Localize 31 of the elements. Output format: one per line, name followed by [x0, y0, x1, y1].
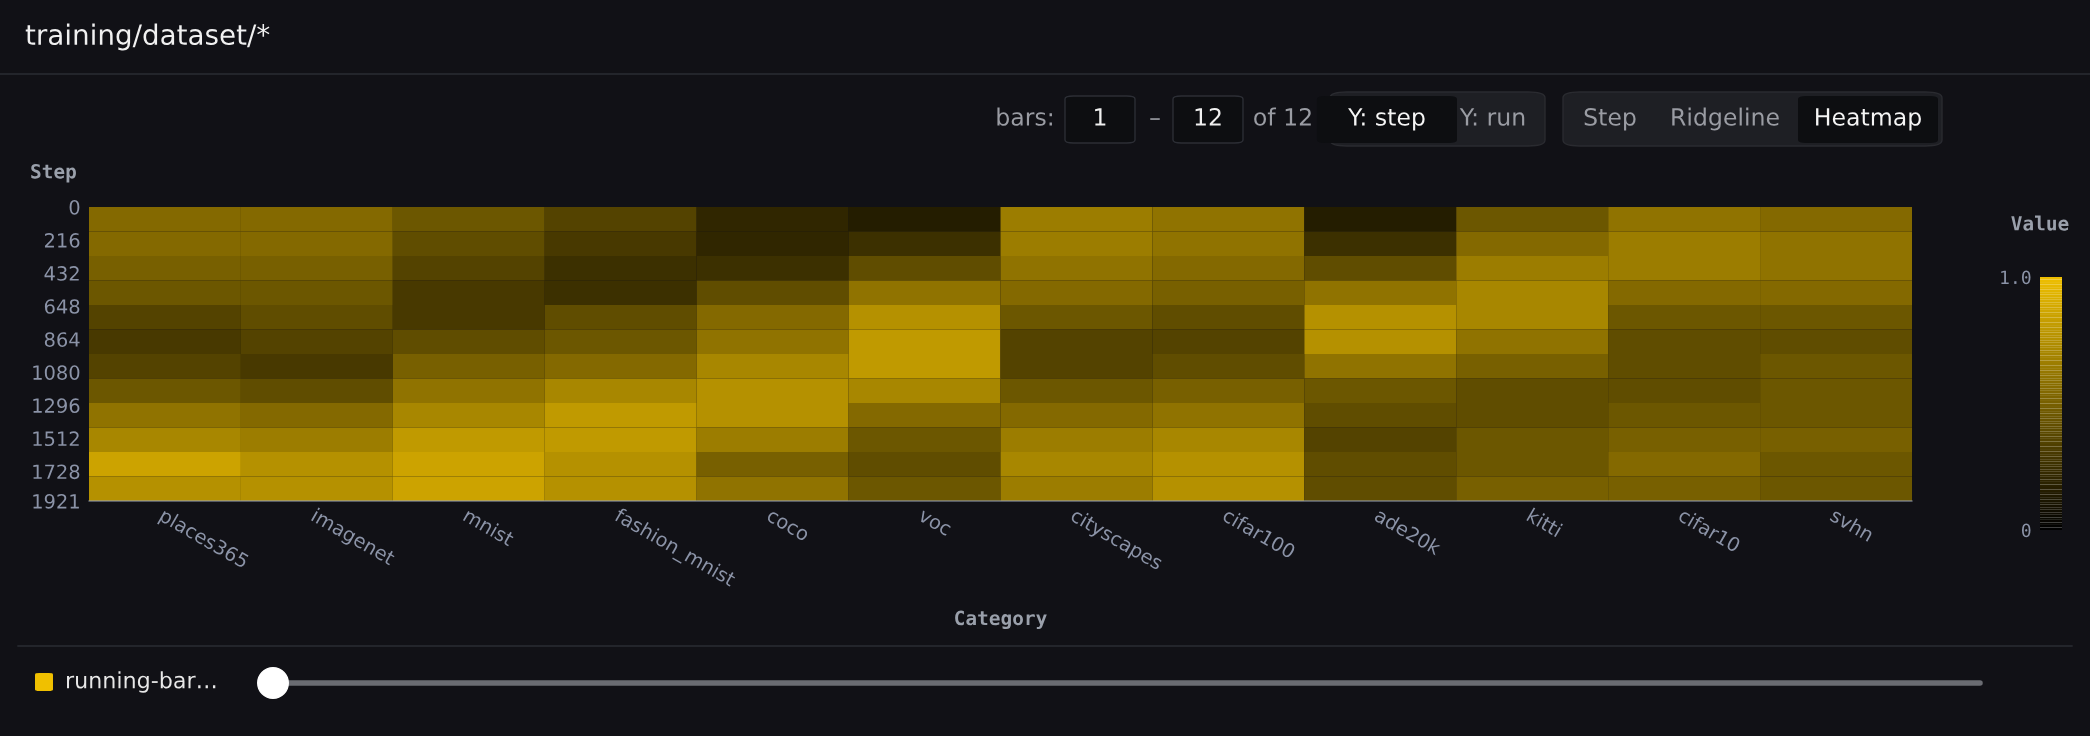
x-axis-title: Category: [955, 610, 1047, 630]
text: 1: [1095, 108, 1106, 126]
x-tick-label: kitti: [1526, 507, 1563, 538]
y-tick-label: 1728: [33, 464, 80, 480]
y-tick-label: 0: [69, 199, 80, 215]
text: –: [1150, 118, 1160, 120]
text: Ridgeline: [1672, 107, 1779, 131]
text: 12: [1195, 107, 1221, 126]
y-tick-label: 1512: [33, 431, 79, 447]
text: Heatmap: [1816, 108, 1921, 131]
x-tick-label: coco: [766, 510, 809, 542]
y-tick-label: 648: [44, 299, 80, 314]
chart-title: training/dataset/*: [25, 23, 270, 51]
color-bar-label: 1.0: [2001, 270, 2031, 285]
y-tick-label: 432: [44, 266, 79, 281]
text: bars:: [997, 107, 1052, 126]
text: Y: step: [1348, 108, 1425, 131]
y-tick-label: 1296: [33, 398, 80, 414]
y-tick-label: 1921: [33, 493, 79, 509]
x-tick-label: svhn: [1829, 507, 1875, 542]
x-tick-label: voc: [917, 510, 952, 537]
y-tick-label: 864: [44, 332, 80, 347]
y-tick-label: 1080: [33, 365, 80, 380]
color-bar-title: Value: [2011, 215, 2069, 231]
y-tick-label: 216: [44, 233, 80, 248]
color-bar-label: 0: [2021, 523, 2031, 538]
y-axis-title: Step: [31, 163, 76, 183]
text: Step: [1584, 107, 1636, 131]
text: Y: run: [1459, 108, 1525, 126]
text: of 12: [1254, 107, 1311, 126]
text: running-bar…: [67, 671, 216, 693]
